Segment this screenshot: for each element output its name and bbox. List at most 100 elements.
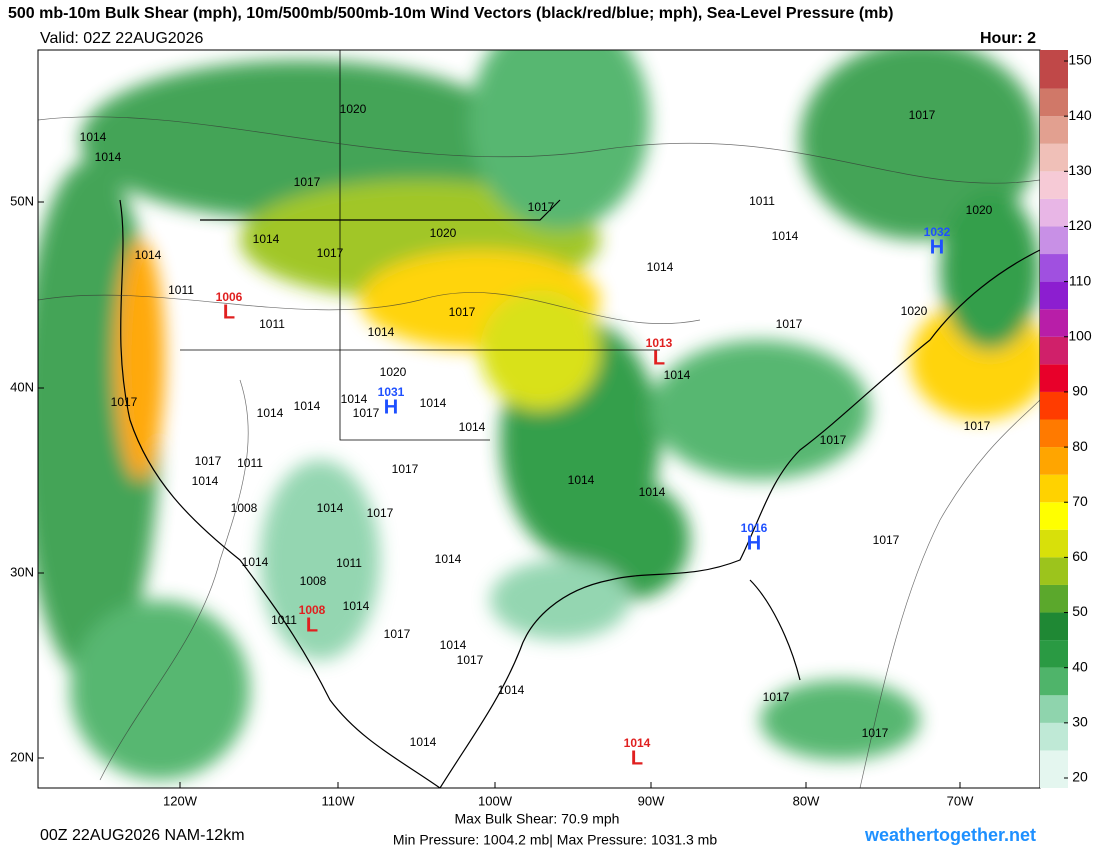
colorbar-tick-label: 110 — [1069, 272, 1092, 288]
isobar-label: 1017 — [449, 305, 476, 319]
isobar-label: 1017 — [384, 627, 411, 641]
isobar-label: 1011 — [168, 283, 194, 297]
colorbar-swatch — [1040, 640, 1068, 668]
isobar-label: 1011 — [259, 317, 285, 331]
colorbar-tick-label: 70 — [1072, 493, 1088, 509]
colorbar-swatch — [1040, 364, 1068, 392]
lon-label: 100W — [478, 793, 513, 808]
isobar-label: 1011 — [271, 613, 297, 627]
colorbar-swatch — [1040, 695, 1068, 723]
isobar-label: 1008 — [300, 574, 327, 588]
colorbar-tick-label: 120 — [1068, 217, 1092, 233]
isobar-label: 1014 — [368, 325, 395, 339]
center-value: 1006 — [216, 290, 243, 304]
center-letter: H — [930, 236, 944, 258]
center-value: 1031 — [378, 385, 405, 399]
isobar-label: 1014 — [294, 399, 321, 413]
isobar-label: 1017 — [457, 653, 484, 667]
center-value: 1008 — [299, 603, 326, 617]
center-value: 1016 — [741, 521, 768, 535]
isobar-label: 1017 — [294, 175, 321, 189]
colorbar-tick-label: 140 — [1068, 107, 1092, 123]
center-letter: H — [747, 532, 761, 554]
isobar-label: 1017 — [776, 317, 803, 331]
isobar-label: 1011 — [336, 556, 362, 570]
colorbar-swatch — [1040, 281, 1068, 310]
colorbar-swatch — [1040, 502, 1068, 530]
lat-label: 40N — [10, 379, 34, 394]
isobar-label: 1014 — [343, 599, 370, 613]
colorbar-swatch — [1040, 391, 1068, 420]
isobar-label: 1014 — [435, 552, 462, 566]
colorbar-tick-label: 130 — [1068, 162, 1092, 178]
center-letter: H — [384, 396, 398, 418]
colorbar: 150 140 130 120 110 100 90 80 70 60 50 40 30 20 — [1040, 50, 1092, 788]
title: 500 mb-10m Bulk Shear (mph), 10m/500mb/5… — [8, 5, 893, 22]
isobar-label: 1017 — [763, 690, 790, 704]
isobar-label: 1017 — [317, 246, 344, 260]
center-value: 1013 — [646, 336, 673, 350]
isobar-label: 1017 — [353, 406, 380, 420]
lat-label: 50N — [10, 193, 34, 208]
center-letter: L — [631, 747, 643, 769]
isobar-label: 1014 — [664, 368, 691, 382]
isobar-label: 1014 — [317, 501, 344, 515]
isobar-label: 1017 — [873, 533, 900, 547]
isobar-label: 1014 — [253, 232, 280, 246]
center-value: 1032 — [924, 225, 951, 239]
isobar-label: 1017 — [964, 419, 991, 433]
colorbar-tick-label: 150 — [1068, 52, 1092, 68]
colorbar-swatch — [1040, 336, 1068, 365]
colorbar-tick-label: 60 — [1072, 548, 1088, 564]
center-letter: L — [223, 301, 235, 323]
colorbar-tick-label: 80 — [1072, 438, 1088, 454]
isobar-label: 1017 — [820, 433, 847, 447]
colorbar-swatch — [1040, 447, 1068, 475]
colorbar-swatch — [1040, 557, 1068, 585]
map — [38, 50, 1040, 788]
isobar-label: 1008 — [231, 501, 258, 515]
isobar-label: 1020 — [966, 203, 993, 217]
colorbar-tick-label: 100 — [1068, 327, 1092, 343]
isobar-label: 1014 — [459, 420, 486, 434]
isobar-label: 1014 — [639, 485, 666, 499]
isobar-label: 1017 — [195, 454, 222, 468]
valid-time: Valid: 02Z 22AUG2026 — [40, 30, 203, 47]
isobar-label: 1014 — [772, 229, 799, 243]
isobar-label: 1014 — [80, 130, 107, 144]
lon-label: 120W — [163, 793, 198, 808]
isobar-label: 1017 — [909, 108, 936, 122]
center-letter: L — [306, 614, 318, 636]
isobar-label: 1011 — [749, 194, 775, 208]
colorbar-swatch — [1040, 50, 1068, 89]
colorbar-tick-label: 90 — [1072, 383, 1088, 399]
lon-label: 90W — [638, 793, 665, 808]
colorbar-swatch — [1040, 116, 1068, 144]
forecast-hour: Hour: 2 — [980, 30, 1036, 47]
colorbar-swatch — [1040, 529, 1068, 558]
lat-label: 20N — [10, 749, 34, 764]
colorbar-swatch — [1040, 171, 1068, 199]
colorbar-swatch — [1040, 419, 1068, 448]
colorbar-tick-label: 30 — [1072, 714, 1088, 730]
colorbar-swatch — [1040, 584, 1068, 613]
site-link[interactable]: weathertogether.net — [864, 825, 1036, 845]
colorbar-tick-label: 50 — [1072, 603, 1088, 619]
isobar-label: 1014 — [420, 396, 447, 410]
isobar-label: 1014 — [498, 683, 525, 697]
isobar-label: 1017 — [367, 506, 394, 520]
max-shear: Max Bulk Shear: 70.9 mph — [455, 811, 620, 827]
map-labels: 50N 40N 30N 20N 120W 110W 100W 90W 80W 70W 1020 101… — [10, 102, 993, 808]
isobar-label: 1020 — [380, 365, 407, 379]
colorbar-tick-label: 40 — [1072, 658, 1088, 674]
isobar-label: 1014 — [341, 392, 368, 406]
colorbar-swatch — [1040, 612, 1068, 641]
run-info: 00Z 22AUG2026 NAM-12km — [40, 827, 245, 844]
isobar-label: 1014 — [192, 474, 219, 488]
colorbar-swatch — [1040, 667, 1068, 696]
isobar-label: 1014 — [410, 735, 437, 749]
colorbar-swatch — [1040, 309, 1068, 337]
colorbar-swatch — [1040, 226, 1068, 255]
isobar-label: 1014 — [242, 555, 269, 569]
